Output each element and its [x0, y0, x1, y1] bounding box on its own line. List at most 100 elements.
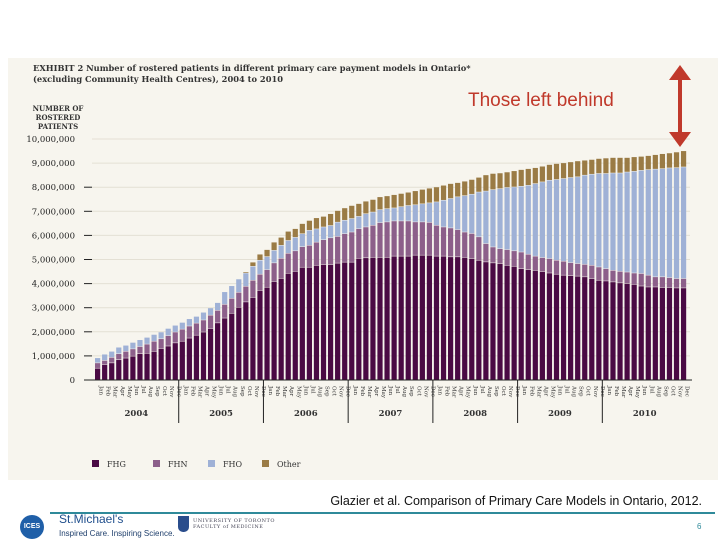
bar-segment-fhg — [313, 265, 320, 380]
bar-segment-fho — [448, 198, 454, 228]
bar-segment-other — [306, 220, 312, 231]
bar-segment-fhg — [172, 343, 178, 380]
bar-segment-fhg — [207, 328, 214, 380]
bar-segment-fho — [123, 345, 129, 352]
bar-segment-fho — [229, 286, 235, 299]
bar-segment-fhn — [271, 263, 277, 282]
bar-segment-fhn — [419, 222, 425, 255]
month-tick-label: Oct — [161, 386, 167, 397]
bar-segment-fho — [299, 233, 305, 247]
bar-segment-fho — [271, 250, 277, 263]
month-tick-label: Apr — [542, 385, 548, 396]
bar-segment-fho — [532, 183, 538, 256]
bar-segment-fhg — [200, 332, 207, 380]
bar-segment-fhn — [292, 251, 298, 272]
bar-segment-fhn — [525, 254, 531, 270]
bar-segment-fhn — [158, 339, 164, 349]
bar-segment-fhg — [405, 256, 411, 380]
bar-segment-fhg — [666, 287, 673, 380]
bar-segment-fho — [391, 208, 397, 221]
bar-segment-fho — [151, 334, 157, 341]
bar-segment-fhn — [483, 243, 489, 262]
month-tick-label: Feb — [189, 386, 195, 397]
bar-segment-fhn — [137, 346, 143, 354]
uoft-line2: FACULTY of MEDICINE — [193, 524, 264, 530]
month-tick-label: Nov — [168, 386, 174, 398]
bar-segment-fhn — [109, 357, 115, 363]
bar-segment-fhg — [638, 286, 644, 380]
bar-segment-other — [250, 262, 256, 267]
bar-segment-fhg — [652, 287, 658, 380]
month-tick-label: Jan — [98, 385, 104, 395]
bar-segment-fhg — [504, 265, 510, 380]
bar-segment-fho — [575, 177, 581, 264]
bar-segment-fho — [236, 279, 242, 293]
month-tick-label: Aug — [401, 385, 407, 398]
bar-segment-fho — [130, 342, 136, 349]
bar-segment-other — [610, 157, 616, 173]
bar-segment-fhg — [511, 266, 517, 380]
bar-segment-fhn — [193, 323, 200, 335]
bar-segment-fhn — [398, 221, 404, 256]
month-tick-label: Jun — [472, 385, 478, 396]
bar-segment-fho — [186, 319, 192, 326]
legend-label-other: Other — [277, 460, 301, 469]
bar-segment-fhg — [377, 257, 383, 380]
bar-segment-fho — [673, 167, 680, 279]
bar-segment-other — [313, 218, 320, 229]
bar-segment-fhg — [356, 258, 362, 380]
month-tick-label: Oct — [331, 386, 337, 397]
bar-segment-other — [624, 157, 630, 172]
bar-segment-fhg — [525, 269, 531, 380]
month-tick-label: Feb — [105, 386, 111, 397]
bar-segment-fhn — [222, 304, 228, 318]
bar-segment-other — [271, 242, 277, 251]
bar-segment-fhg — [645, 287, 651, 380]
bar-segment-fhg — [426, 255, 433, 380]
bar-segment-fhg — [518, 268, 524, 380]
bar-segment-fho — [398, 206, 404, 221]
bar-segment-fhn — [631, 273, 637, 285]
bar-segment-fho — [363, 213, 369, 227]
year-label: 2004 — [125, 409, 149, 419]
bar-segment-other — [680, 151, 687, 167]
month-tick-label: Sep — [578, 386, 584, 397]
bar-segment-fhn — [200, 320, 207, 332]
arrow-head-down — [669, 132, 691, 147]
bar-segment-fhg — [349, 262, 355, 380]
bar-segment-fho — [292, 237, 298, 251]
month-tick-label: Jun — [641, 385, 647, 396]
bar-segment-fho — [426, 203, 433, 223]
bar-segment-fhg — [483, 262, 489, 380]
bar-segment-fhg — [342, 262, 348, 380]
bar-segment-fhg — [455, 257, 461, 380]
bar-segment-fhn — [264, 269, 270, 287]
bar-segment-fhn — [511, 251, 517, 267]
bar-segment-fhg — [165, 346, 171, 380]
bar-segment-fhn — [504, 249, 510, 266]
bar-segment-fho — [582, 175, 588, 265]
bar-segment-fhg — [320, 264, 327, 380]
month-tick-label: Apr — [204, 385, 210, 396]
bar-segment-fhg — [151, 351, 157, 380]
bar-segment-fhn — [610, 270, 616, 282]
bar-segment-other — [659, 153, 665, 169]
bar-segment-fhn — [172, 332, 178, 343]
bar-segment-other — [546, 164, 553, 180]
month-tick-label: May — [126, 386, 132, 399]
bar-segment-fhg — [236, 307, 242, 380]
legend-swatch-other — [262, 460, 269, 467]
bar-segment-other — [335, 210, 341, 222]
bar-segment-fhg — [193, 335, 200, 380]
bar-segment-fho — [405, 205, 411, 221]
bar-segment-fhn — [102, 360, 108, 365]
bar-segment-other — [469, 179, 475, 194]
bar-segment-fho — [603, 173, 609, 269]
bar-segment-fho — [610, 173, 616, 271]
bar-segment-fhg — [469, 258, 475, 380]
month-tick-label: Jun — [218, 385, 224, 396]
month-tick-label: Jan — [267, 385, 273, 395]
bar-segment-other — [666, 153, 673, 168]
bar-segment-fho — [497, 188, 503, 249]
bar-segment-fhn — [363, 227, 369, 258]
